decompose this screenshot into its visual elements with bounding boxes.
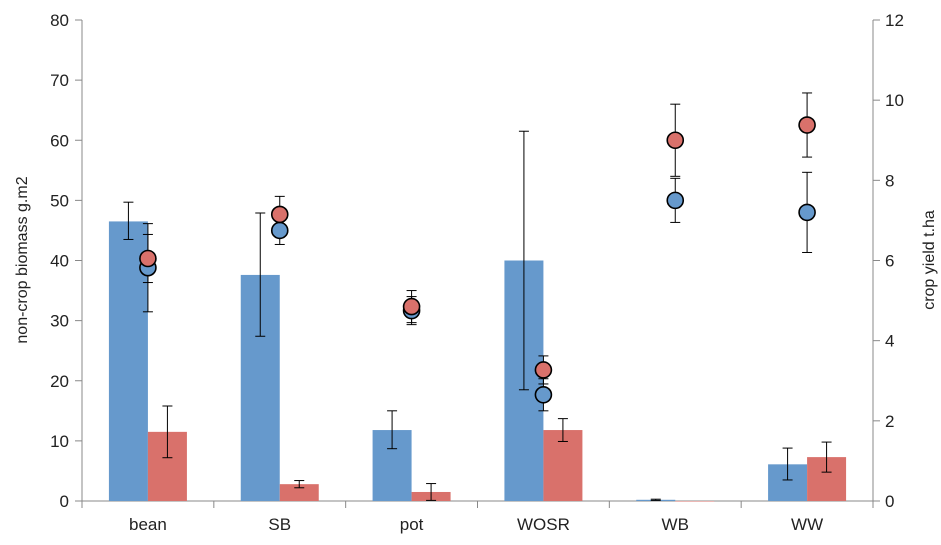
x-tick-label: SB — [268, 515, 291, 534]
x-tick-label: pot — [400, 515, 424, 534]
right-tick-label: 6 — [885, 252, 894, 271]
right-tick-label: 2 — [885, 412, 894, 431]
x-tick-label: bean — [129, 515, 167, 534]
left-tick-label: 60 — [50, 131, 69, 150]
left-tick-label: 40 — [50, 252, 69, 271]
right-tick-label: 0 — [885, 492, 894, 511]
bars-layer — [108, 130, 847, 502]
point-series2 — [139, 249, 157, 268]
point-series1 — [798, 203, 816, 222]
point-series2 — [798, 116, 816, 134]
point-series1 — [666, 191, 685, 210]
left-tick-label: 10 — [50, 432, 69, 451]
right-tick-label: 4 — [885, 332, 894, 351]
left-axis: 0 10 20 30 40 50 60 70 80 — [50, 11, 83, 511]
right-tick-label: 8 — [885, 171, 894, 190]
left-tick-label: 20 — [50, 372, 69, 391]
bar-series2 — [279, 484, 319, 501]
x-tick-label: WB — [662, 515, 689, 534]
point-series1 — [270, 221, 289, 240]
points-layer — [139, 92, 816, 412]
left-tick-label: 50 — [50, 191, 69, 210]
point-series2 — [270, 205, 289, 224]
bar-series2 — [675, 501, 715, 502]
right-tick-label: 12 — [885, 11, 904, 30]
y-axis-title-right: crop yield t.ha — [921, 210, 938, 310]
left-tick-label: 30 — [50, 312, 69, 331]
right-axis: 0 2 4 6 8 10 12 — [872, 11, 904, 511]
left-tick-label: 0 — [60, 492, 69, 511]
x-tick-label: WOSR — [517, 515, 570, 534]
y-axis-title-left: non-crop biomass g.m2 — [14, 176, 31, 343]
point-series2 — [534, 361, 553, 379]
left-tick-label: 80 — [50, 11, 69, 30]
point-series2 — [402, 297, 421, 316]
left-tick-label: 70 — [50, 71, 69, 90]
x-tick-label: WW — [791, 515, 823, 534]
point-series2 — [666, 131, 685, 150]
right-tick-label: 10 — [885, 91, 904, 110]
point-series1 — [534, 385, 553, 404]
x-axis: bean SB pot WOSR WB WW — [81, 500, 874, 534]
